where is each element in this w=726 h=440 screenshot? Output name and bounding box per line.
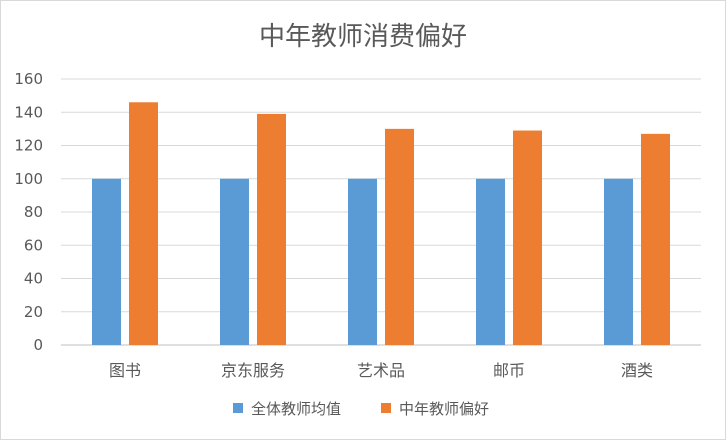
y-tick-label: 100 [14, 170, 43, 188]
bar-middle-aged-1 [257, 113, 286, 345]
x-axis: 图书 京东服务 艺术品 邮币 酒类 [109, 361, 653, 380]
y-tick-label: 20 [24, 303, 43, 321]
category-label: 艺术品 [357, 361, 405, 380]
y-tick-label: 160 [14, 70, 43, 88]
y-axis: 0 20 40 60 80 100 120 140 160 [14, 70, 43, 354]
y-tick-label: 140 [14, 103, 43, 121]
bar-middle-aged-0 [129, 102, 158, 346]
chart-title: 中年教师消费偏好 [259, 22, 467, 52]
bar-baseline-0 [92, 178, 121, 345]
y-tick-label: 60 [24, 236, 43, 254]
category-label: 京东服务 [221, 361, 285, 380]
bar-middle-aged-3 [513, 130, 542, 345]
legend-swatch [381, 403, 391, 413]
legend: 全体教师均值 中年教师偏好 [233, 400, 489, 418]
category-label: 邮币 [493, 361, 525, 380]
gridlines [61, 78, 701, 346]
legend-label: 全体教师均值 [251, 400, 341, 418]
legend-swatch [233, 403, 243, 413]
bar-baseline-3 [476, 178, 505, 345]
y-tick-label: 120 [14, 137, 43, 155]
bar-baseline-1 [220, 178, 249, 345]
category-label: 酒类 [621, 361, 653, 380]
y-tick-label: 40 [24, 270, 43, 288]
bar-middle-aged-4 [641, 133, 670, 345]
bar-baseline-4 [604, 178, 633, 345]
bars [92, 102, 670, 346]
y-tick-label: 80 [24, 203, 43, 221]
bar-baseline-2 [348, 178, 377, 345]
y-tick-label: 0 [33, 336, 43, 354]
legend-label: 中年教师偏好 [399, 400, 489, 418]
bar-middle-aged-2 [385, 128, 414, 345]
category-label: 图书 [109, 361, 141, 380]
